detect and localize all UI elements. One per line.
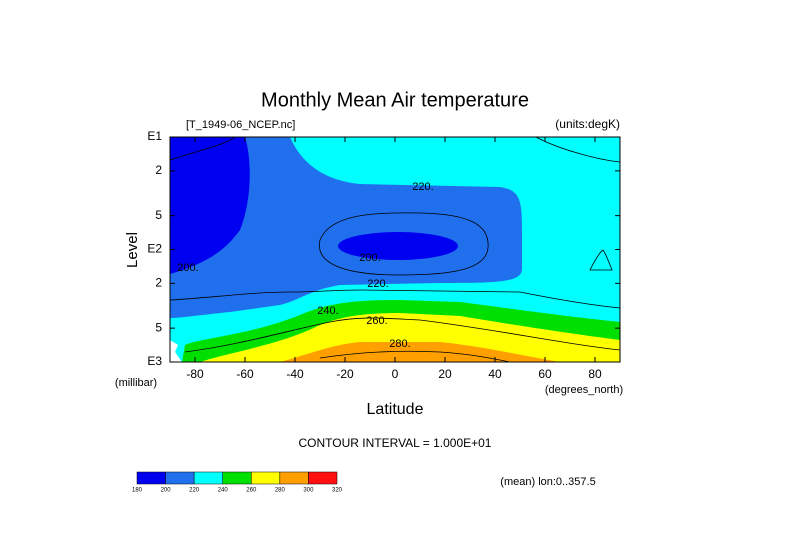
contour-line [589, 249, 613, 271]
colorbar-box [193, 471, 223, 485]
contour-line [169, 289, 621, 309]
x-tick-label: 60 [538, 367, 552, 381]
fill-region [170, 137, 250, 274]
units-label: (units:degK) [555, 117, 620, 131]
y-tick-label: 2 [155, 163, 162, 177]
y-axis-label: Level [124, 232, 141, 268]
contour-line [535, 136, 621, 163]
y-tick-label: 5 [155, 320, 162, 334]
missing-region [170, 340, 182, 362]
colorbar-label: 300 [303, 488, 314, 494]
contour-label: 260. [366, 315, 387, 327]
contour-line [318, 212, 489, 276]
x-tick-label: -40 [286, 367, 304, 381]
colorbar-label: 220 [189, 488, 200, 494]
chart-title: Monthly Mean Air temperature [261, 89, 529, 111]
x-axis-label: Latitude [367, 401, 424, 418]
colorbar-box [136, 471, 166, 485]
y-tick-label: E1 [147, 129, 162, 143]
fill-region [170, 137, 522, 318]
x-tick-label: 80 [588, 367, 602, 381]
y-tick-label: E3 [147, 354, 162, 368]
colorbar-box [165, 471, 195, 485]
contour-line [169, 136, 236, 161]
colorbar-label: 240 [218, 488, 229, 494]
y-tick-label: E2 [147, 242, 162, 256]
contour-line [319, 350, 511, 363]
colorbar-label: 280 [275, 488, 286, 494]
x-tick-label: -80 [186, 367, 204, 381]
contour-label: 280. [389, 338, 410, 350]
plot-area [169, 136, 621, 363]
contour-label: 200. [359, 252, 380, 264]
x-tick-label: 40 [488, 367, 502, 381]
colorbar-box [308, 471, 338, 485]
contour-interval: CONTOUR INTERVAL = 1.000E+01 [299, 436, 492, 450]
contour-line [184, 317, 621, 353]
fill-region [280, 342, 560, 362]
fill-region [200, 313, 620, 362]
x-tick-label: 20 [438, 367, 452, 381]
contour-label: 220. [412, 181, 433, 193]
y-tick-label: 5 [155, 208, 162, 222]
x-tick-label: -60 [236, 367, 254, 381]
x-tick-label: -20 [336, 367, 354, 381]
fill-region [338, 232, 458, 260]
y-units: (millibar) [115, 377, 157, 389]
colorbar-label: 200 [161, 488, 172, 494]
colorbar-label: 260 [246, 488, 257, 494]
footnote: (mean) lon:0..357.5 [500, 476, 595, 488]
contour-label: 200. [177, 262, 198, 274]
x-tick-label: 0 [392, 367, 399, 381]
file-label: [T_1949-06_NCEP.nc] [186, 119, 295, 131]
y-tick-label: 2 [155, 276, 162, 290]
contour-label: 240. [317, 305, 338, 317]
colorbar-label: 320 [332, 488, 343, 494]
colorbar-box [279, 471, 309, 485]
colorbar-box [222, 471, 252, 485]
x-units: (degrees_north) [545, 384, 623, 396]
contour-label: 220. [367, 278, 388, 290]
colorbar-label: 180 [132, 488, 143, 494]
colorbar-box [251, 471, 281, 485]
